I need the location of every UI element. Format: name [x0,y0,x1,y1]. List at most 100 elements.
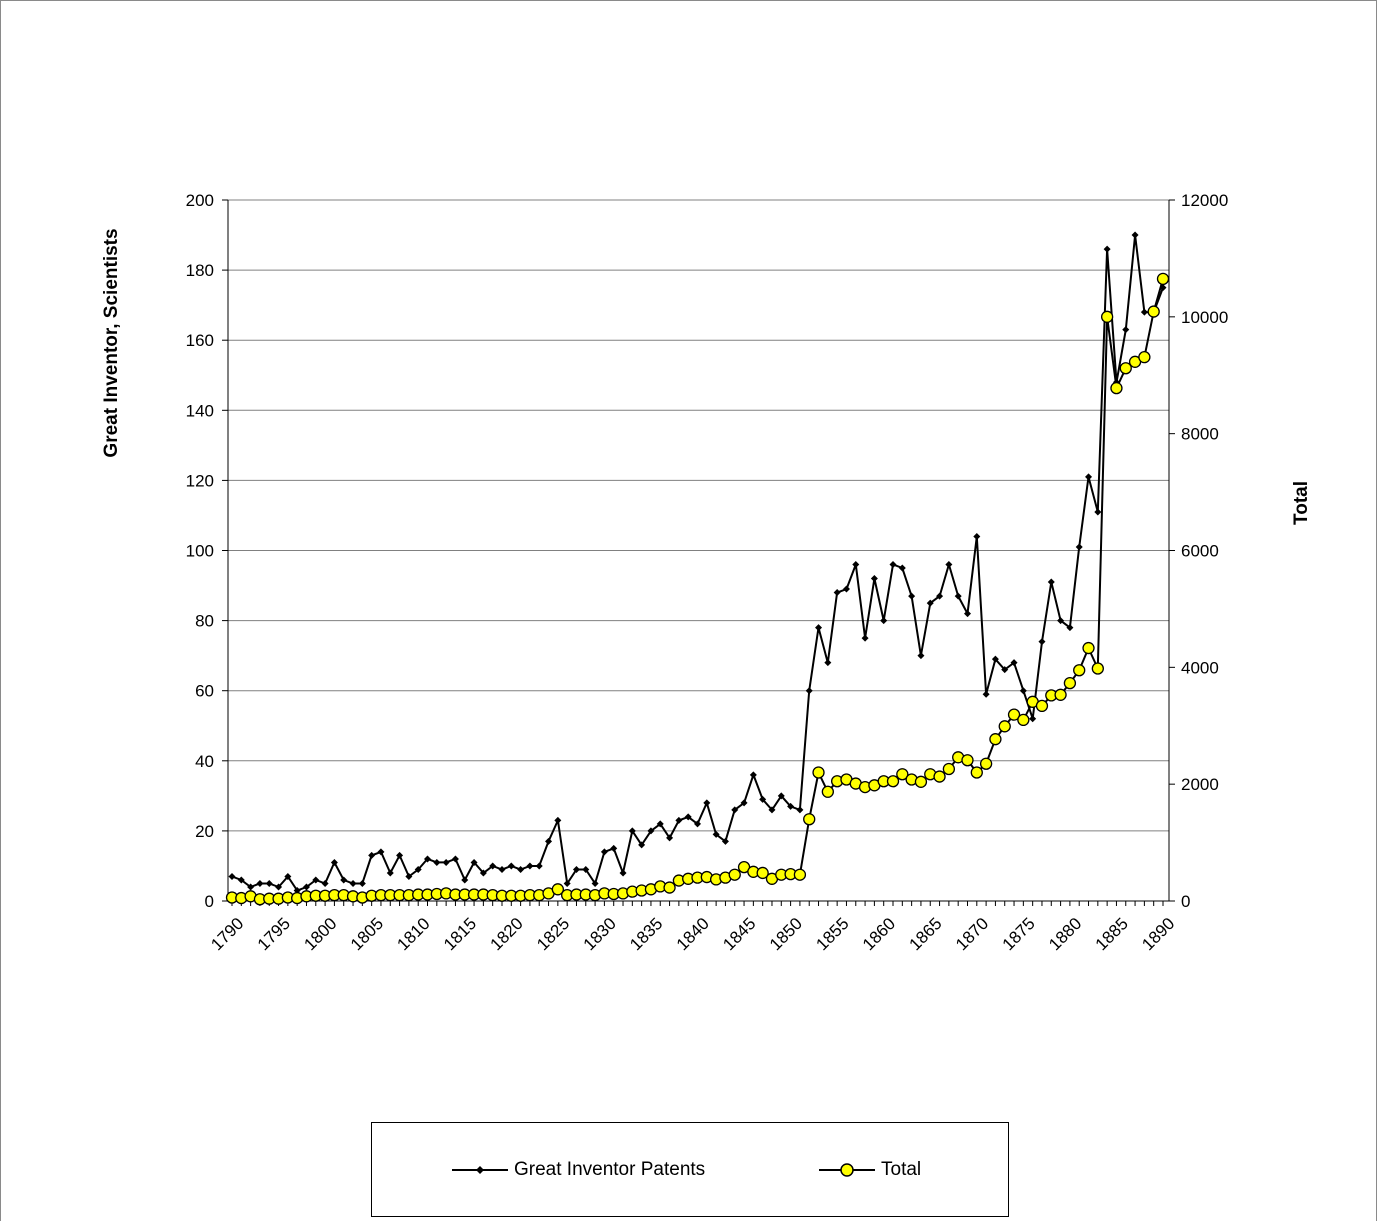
data-point [358,879,366,887]
data-point [861,634,869,642]
data-point [368,851,376,859]
data-point [610,844,618,852]
x-tick-label: 1880 [1045,914,1085,954]
data-point [1038,638,1046,646]
data-point [942,762,956,776]
data-point [656,820,664,828]
x-tick-label: 1805 [347,914,387,954]
data-point [728,868,741,881]
legend-swatch-diamond-line [452,1166,508,1174]
data-point [1140,308,1148,316]
data-point [933,770,946,783]
data-point [675,816,683,824]
data-point [1100,310,1114,323]
data-point [982,690,990,698]
data-point [1047,578,1055,586]
series [225,231,1170,906]
data-point [1066,624,1074,632]
data-point [833,589,841,597]
data-point [461,876,469,884]
data-point [963,610,971,618]
y-left-tick-label: 180 [186,261,214,280]
data-point [749,771,757,779]
data-point [1075,543,1083,551]
data-point [1010,659,1018,667]
x-tick-label: 1855 [812,914,852,954]
data-point [386,869,394,877]
legend-item-total: Total [819,1159,921,1181]
data-point [1094,508,1102,516]
data-point [424,855,432,863]
x-tick-label: 1795 [254,914,294,954]
series-line [231,278,1164,901]
data-point [1007,708,1021,721]
data-point [321,879,329,887]
data-point [498,865,506,873]
legend-swatch-circle-line [819,1163,875,1177]
data-point [247,883,255,891]
y-left-tick-label: 80 [195,612,214,631]
data-point [815,624,823,632]
y-right-tick-label: 6000 [1181,542,1219,561]
x-tick-label: 1835 [626,914,666,954]
x-tick-label: 1860 [859,914,899,954]
data-point [1156,272,1170,286]
data-point [479,869,487,877]
data-point [265,879,273,887]
series-line [231,234,1164,892]
data-point [349,879,357,887]
data-point [880,617,888,625]
data-point [1103,245,1111,253]
data-point [377,848,385,856]
data-point [703,799,711,807]
data-point [954,592,962,600]
data-point [535,862,543,870]
data-point [526,862,534,870]
data-point [759,795,767,803]
x-tick-label: 1820 [487,914,527,954]
x-tick-label: 1825 [533,914,573,954]
data-point [433,858,441,866]
data-point [1138,350,1151,364]
data-point [1063,676,1077,690]
data-point [1122,326,1130,334]
data-point [973,532,981,540]
data-point [1057,617,1065,625]
data-point [731,806,739,814]
x-tick-label: 1875 [999,914,1039,954]
legend: Great Inventor Patents Total [371,1122,1009,1217]
data-point [945,561,953,569]
data-point [1019,687,1027,695]
x-tick-label: 1890 [1138,914,1178,954]
data-point [870,575,878,583]
data-point [275,883,283,891]
x-tick-label: 1800 [300,914,340,954]
x-tick-label: 1815 [440,914,480,954]
data-point [619,869,627,877]
data-point [545,837,553,845]
y-left-tick-label: 40 [195,752,214,771]
data-point [563,879,571,887]
data-point [979,757,993,770]
x-tick-label: 1845 [719,914,759,954]
x-tick-label: 1865 [906,914,946,954]
data-point [666,834,674,842]
data-point [793,868,807,881]
y-left-tick-label: 20 [195,822,214,841]
data-point [638,841,646,849]
data-point [898,564,906,572]
y-left-tick-label: 140 [186,401,214,420]
data-point [1082,641,1095,655]
data-point [396,851,404,859]
data-point [1029,715,1037,723]
series-total [225,272,1170,906]
data-point [591,879,599,887]
data-point [803,813,816,826]
data-point [842,585,850,593]
data-point [582,865,590,873]
y-left-tick-label: 0 [205,892,214,911]
data-point [1017,713,1030,727]
data-point [936,592,944,600]
y-left-tick-label: 200 [186,191,214,210]
